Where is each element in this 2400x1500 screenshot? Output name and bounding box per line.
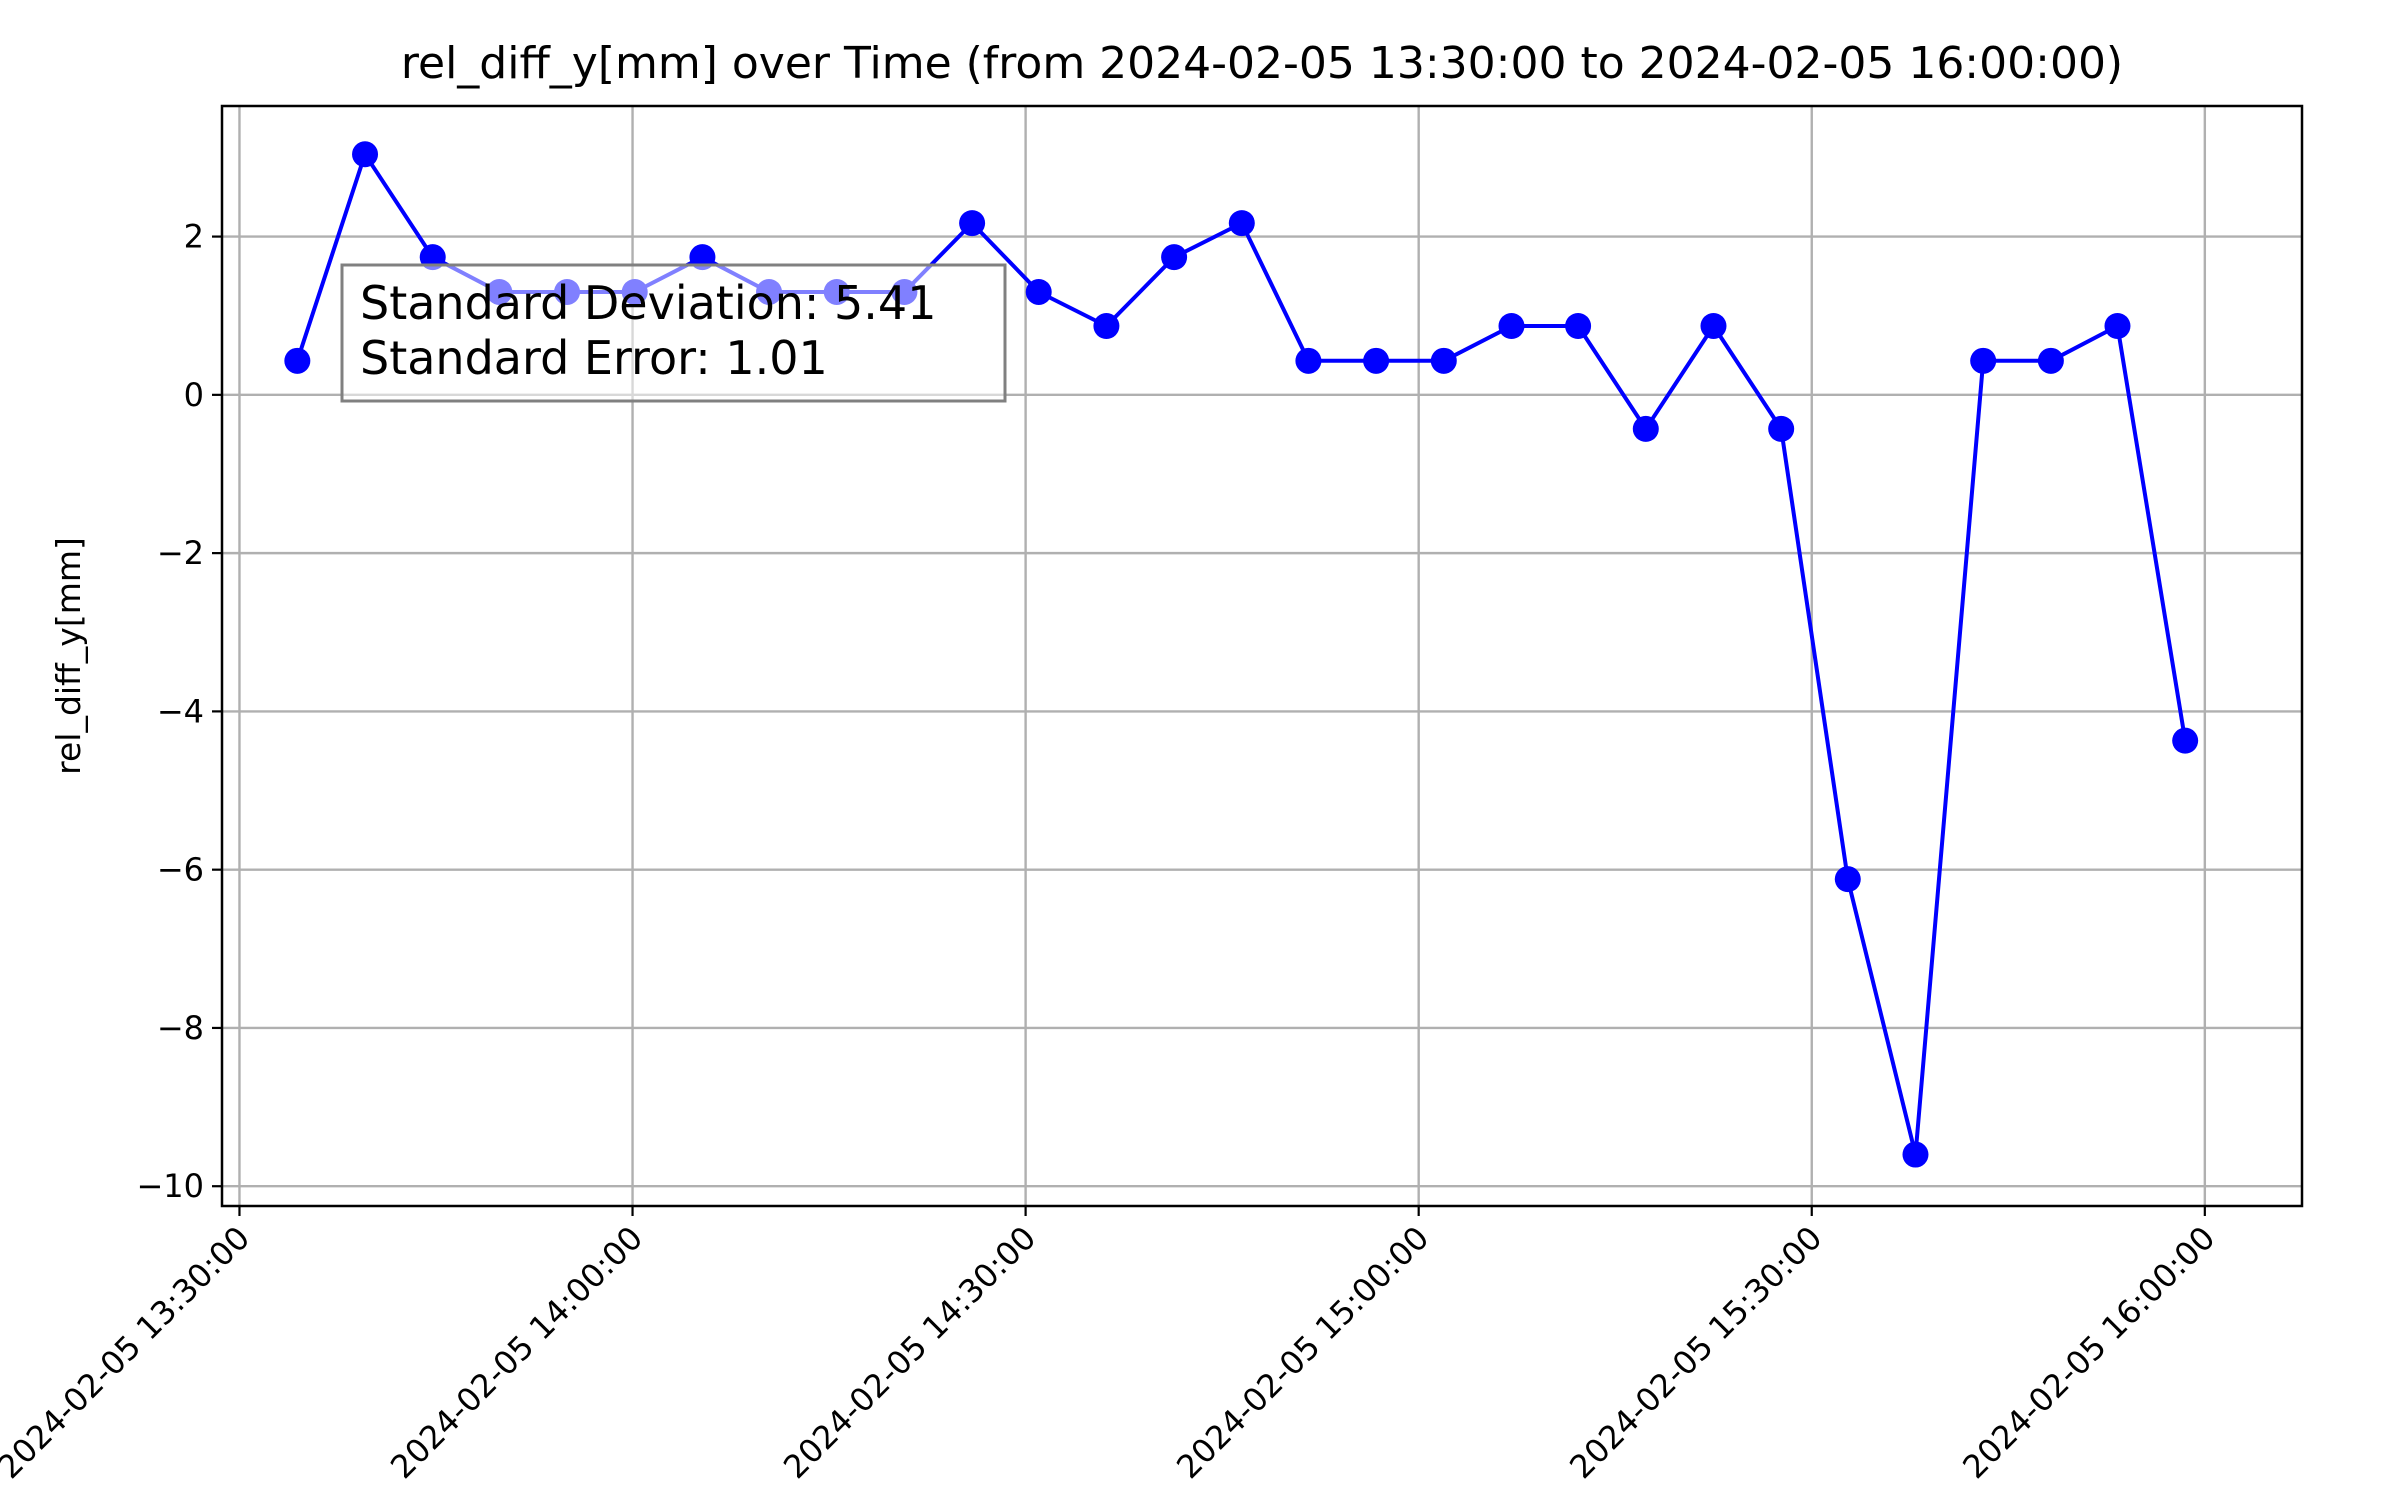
y-tick-label: −6	[157, 851, 204, 889]
y-tick-label: 0	[184, 376, 204, 414]
data-point	[1430, 347, 1457, 374]
data-point	[1295, 347, 1322, 374]
data-point	[1161, 244, 1188, 271]
statistics-box-frame	[340, 263, 1007, 403]
y-tick-label: 2	[184, 218, 204, 256]
data-point	[1498, 313, 1525, 339]
y-tick-label: −8	[157, 1009, 204, 1047]
data-point	[2172, 727, 2199, 754]
data-point	[1363, 347, 1390, 374]
data-point	[1228, 210, 1255, 237]
plot-frame	[220, 104, 2304, 1208]
y-tick-label: −10	[136, 1167, 204, 1205]
standard-deviation-label: Standard Deviation: 5.41	[360, 276, 936, 330]
y-axis-label: rel_diff_y[mm]	[49, 537, 88, 775]
data-point	[352, 141, 379, 168]
data-point	[1093, 313, 1120, 339]
data-point	[1768, 415, 1795, 442]
data-point	[959, 210, 986, 237]
data-point	[2104, 313, 2131, 339]
data-point	[1902, 1141, 1929, 1168]
data-point	[1970, 347, 1997, 374]
statistics-box: Standard Deviation: 5.41 Standard Error:…	[340, 263, 1007, 403]
data-point	[2037, 347, 2064, 374]
data-point	[284, 347, 311, 374]
data-point	[1025, 278, 1052, 305]
standard-error-label: Standard Error: 1.01	[360, 331, 828, 385]
data-point	[1700, 313, 1727, 339]
data-point	[1834, 866, 1861, 893]
y-tick-label: −4	[157, 692, 204, 730]
chart-title: rel_diff_y[mm] over Time (from 2024-02-0…	[401, 38, 2123, 89]
y-tick-label: −2	[157, 534, 204, 572]
data-point	[1565, 313, 1592, 339]
data-point	[1632, 415, 1659, 442]
